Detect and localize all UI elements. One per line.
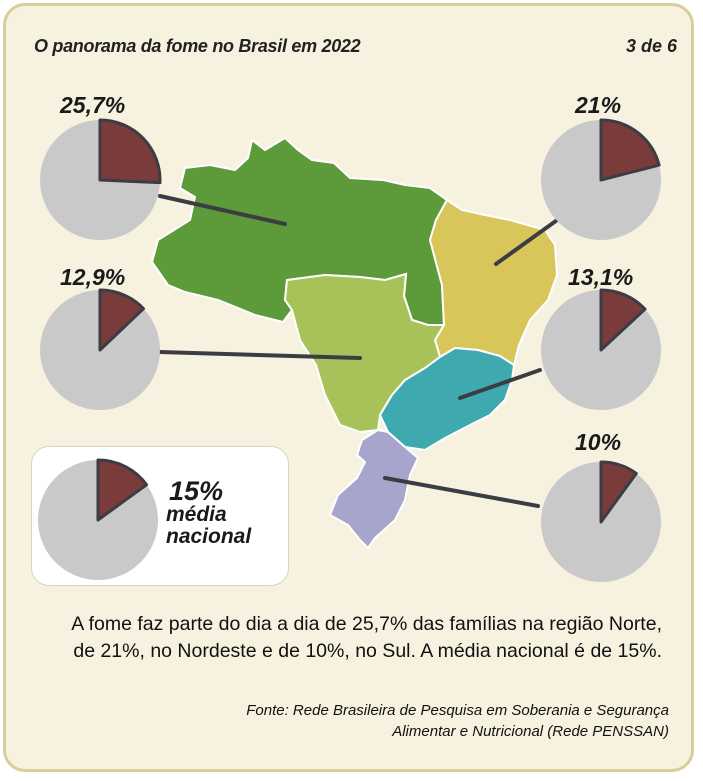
national-average-label-line1: média xyxy=(166,503,227,526)
pie-slice-nordeste xyxy=(599,118,661,182)
leader-lines xyxy=(158,194,562,508)
source-line-1: Fonte: Rede Brasileira de Pesquisa em So… xyxy=(246,702,669,719)
region-nordeste xyxy=(428,198,559,367)
label-nordeste: 21% xyxy=(574,92,621,118)
brazil-map xyxy=(150,136,559,550)
national-average-label-line2: nacional xyxy=(166,525,252,548)
leader-line-sudeste xyxy=(458,368,542,400)
leader-line-nordeste xyxy=(494,216,562,266)
page-counter: 3 de 6 xyxy=(625,36,677,56)
leader-line-sul xyxy=(383,476,540,508)
pie-slice-sudeste xyxy=(599,288,647,352)
source-line-2: Alimentar e Nutricional (Rede PENSSAN) xyxy=(392,723,669,740)
label-sudeste: 13,1% xyxy=(568,264,633,290)
label-norte: 25,7% xyxy=(59,92,125,118)
label-centro-oeste: 12,9% xyxy=(60,264,125,290)
national-average-value: 15% xyxy=(169,476,224,506)
region-sul xyxy=(328,428,420,550)
national-average-label: média nacional xyxy=(166,504,251,548)
label-sul: 10% xyxy=(575,429,621,455)
pie-slice-centro-oeste xyxy=(98,288,145,352)
region-sudeste xyxy=(378,346,516,452)
leader-line-centro-oeste xyxy=(158,350,362,360)
caption-line-2: de 21%, no Nordeste e de 10%, no Sul. A … xyxy=(73,640,662,662)
source-note: Fonte: Rede Brasileira de Pesquisa em So… xyxy=(246,700,669,742)
pie-centro-oeste xyxy=(40,288,160,410)
pie-norte xyxy=(40,118,162,240)
caption: A fome faz parte do dia a dia de 25,7% d… xyxy=(30,611,662,665)
page-title: O panorama da fome no Brasil em 2022 xyxy=(34,36,361,56)
pie-sul xyxy=(541,460,661,582)
pie-charts xyxy=(38,118,661,582)
pie-national xyxy=(38,458,158,580)
pie-nordeste xyxy=(541,118,661,240)
pie-slice-sul xyxy=(599,460,638,524)
leader-line-norte xyxy=(158,194,287,226)
pie-sudeste xyxy=(541,288,661,410)
pie-slice-national xyxy=(96,458,149,522)
pie-slice-norte xyxy=(98,118,162,185)
caption-line-1: A fome faz parte do dia a dia de 25,7% d… xyxy=(71,613,662,635)
